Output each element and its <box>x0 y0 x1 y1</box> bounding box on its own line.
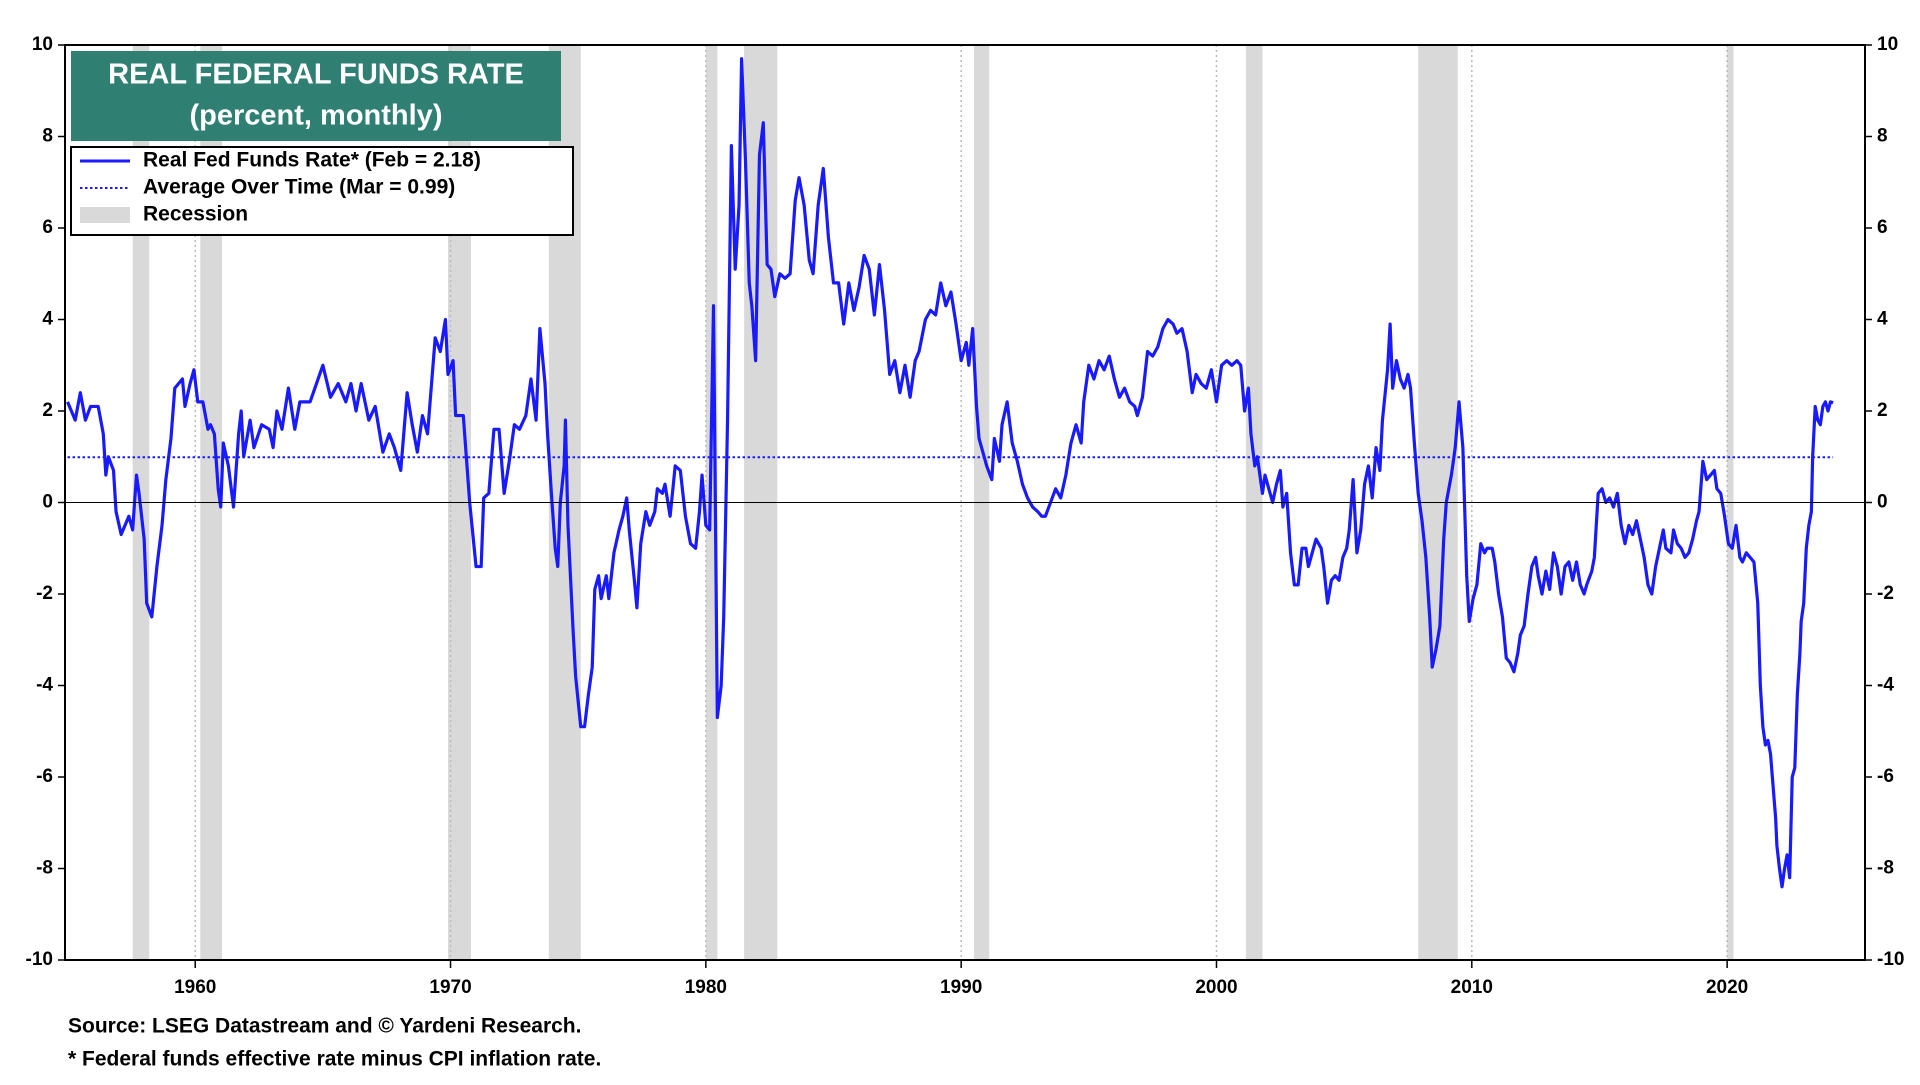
footnote: * Federal funds effective rate minus CPI… <box>68 1048 601 1071</box>
x-tick-label: 2000 <box>1195 977 1237 998</box>
y-tick-label: 0 <box>42 492 53 513</box>
axis-layer: 1960 1970 1980 1990 2000 2010 2020-10 -10-8 -8-6… <box>26 34 1905 998</box>
x-tick-label: 2010 <box>1451 977 1493 998</box>
legend-swatch <box>80 207 130 223</box>
y-tick-label: 4 <box>42 309 53 330</box>
y-tick-label: -2 <box>36 583 53 604</box>
y-tick-label-right: 4 <box>1877 309 1888 330</box>
y-tick-label-right: 0 <box>1877 492 1888 513</box>
y-tick-label: -6 <box>36 766 53 787</box>
y-tick-label: 6 <box>42 217 53 238</box>
legend-label: Real Fed Funds Rate* (Feb = 2.18) <box>143 149 481 172</box>
y-tick-label: 8 <box>42 126 53 147</box>
title-box <box>71 51 561 141</box>
legend: Real Fed Funds Rate* (Feb = 2.18) Average… <box>80 149 481 226</box>
x-tick-label: 1980 <box>685 977 727 998</box>
y-tick-label: -10 <box>26 949 53 970</box>
y-tick-label-right: 8 <box>1877 126 1888 147</box>
y-tick-label-right: 6 <box>1877 217 1888 238</box>
legend-label: Recession <box>143 203 248 226</box>
y-tick-label-right: 10 <box>1877 34 1898 55</box>
source-note: Source: LSEG Datastream and © Yardeni Re… <box>68 1015 581 1038</box>
legend-label: Average Over Time (Mar = 0.99) <box>143 176 455 199</box>
x-tick-label: 2020 <box>1706 977 1748 998</box>
y-tick-label: 10 <box>32 34 53 55</box>
y-tick-label: 2 <box>42 400 53 421</box>
y-tick-label-right: -6 <box>1877 766 1894 787</box>
legend-box <box>70 146 574 236</box>
y-tick-label-right: 2 <box>1877 400 1888 421</box>
y-tick-label: -4 <box>36 675 53 696</box>
y-tick-label: -8 <box>36 858 53 879</box>
x-tick-label: 1990 <box>940 977 982 998</box>
x-tick-label: 1970 <box>429 977 471 998</box>
chart-title: REAL FEDERAL FUNDS RATE <box>108 59 524 91</box>
y-tick-label-right: -4 <box>1877 675 1894 696</box>
y-tick-label-right: -8 <box>1877 858 1894 879</box>
chart-subtitle: (percent, monthly) <box>190 100 443 132</box>
x-tick-label: 1960 <box>174 977 216 998</box>
y-tick-label-right: -10 <box>1877 949 1904 970</box>
y-tick-label-right: -2 <box>1877 583 1894 604</box>
